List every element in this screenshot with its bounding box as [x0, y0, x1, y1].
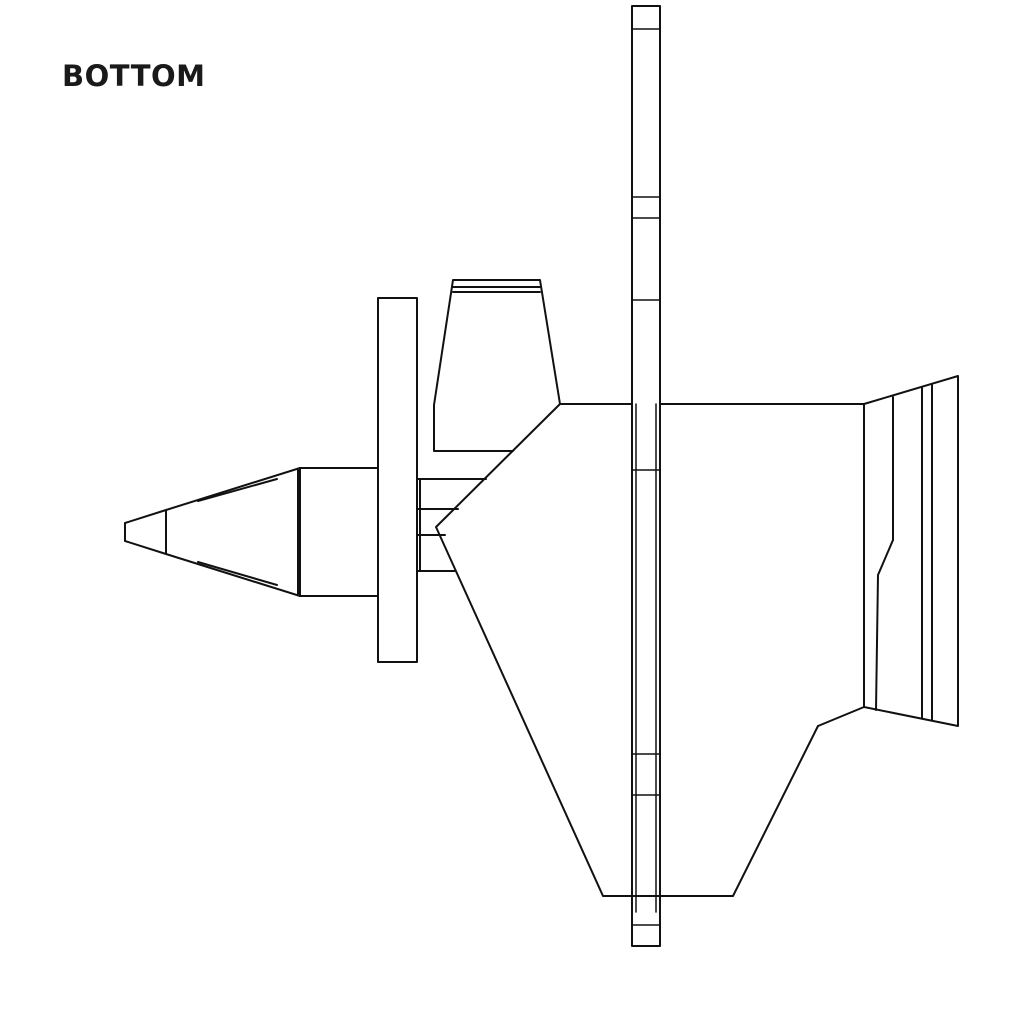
view-label: BOTTOM [62, 59, 206, 93]
forward-ring [377, 297, 418, 663]
upper-module [433, 279, 561, 452]
main-hull [435, 403, 865, 897]
nose-cone [124, 467, 301, 597]
forward-body [299, 467, 379, 597]
vertical-mast [631, 5, 661, 947]
aft-nozzle [863, 375, 959, 727]
connector [416, 478, 487, 572]
